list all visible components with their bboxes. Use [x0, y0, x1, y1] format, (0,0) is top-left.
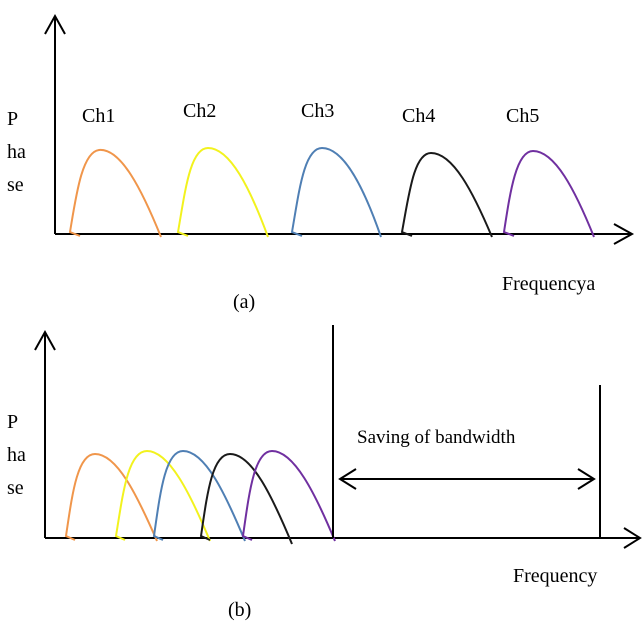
panel-b-caption: (b): [228, 599, 251, 621]
panel-a-channel-label-5: Ch5: [506, 105, 539, 127]
panel-b-channel-curve-5: [241, 449, 336, 542]
panel-b-y-label-line-3: se: [7, 477, 24, 499]
bandwidth-saving-arrowhead-left: [338, 468, 357, 490]
panel-a-y-label-line-1: P: [7, 108, 18, 130]
panel-a-channel-curve-4: [400, 151, 493, 238]
panel-a-channel-curve-5: [502, 149, 595, 238]
panel-a-y-axis-arrowhead: [44, 13, 66, 35]
panel-b-channel-curve-1: [64, 452, 158, 542]
panel-b-channel-curve-2: [114, 449, 211, 542]
panel-b-channel-curve-3: [152, 449, 246, 542]
panel-a-channel-label-3: Ch3: [301, 100, 334, 122]
panel-a-y-label-line-3: se: [7, 174, 24, 196]
panel-a-channel-label-1: Ch1: [82, 105, 115, 127]
panel-a-channel-curve-1: [68, 148, 162, 238]
panel-b-y-label-line-2: ha: [7, 444, 26, 466]
panel-b-x-label: Frequency: [513, 565, 597, 587]
panel-b-channel-curve-4: [199, 452, 293, 545]
panel-a-channel-curve-3: [290, 146, 382, 238]
bandwidth-saving-arrowhead-right: [577, 468, 596, 490]
panel-a-channel-label-2: Ch2: [183, 100, 216, 122]
panel-a-x-axis-arrowhead: [613, 223, 635, 245]
panel-a: P ha se Ch1 Ch2 Ch3 Ch4 Ch5 Frequencya (…: [7, 13, 635, 313]
panel-b-y-axis-arrowhead: [34, 329, 56, 351]
panel-a-channel-label-4: Ch4: [402, 105, 435, 127]
panel-a-caption: (a): [233, 291, 255, 313]
panel-b-y-label-line-1: P: [7, 411, 18, 433]
panel-b-x-axis-arrowhead: [623, 527, 642, 549]
panel-b: P ha se Saving of bandwidth Frequency (b…: [7, 325, 642, 621]
bandwidth-saving-label: Saving of bandwidth: [357, 427, 516, 448]
panel-a-channel-curve-2: [176, 146, 269, 238]
panel-a-x-label: Frequencya: [502, 273, 595, 295]
panel-a-y-label-line-2: ha: [7, 141, 26, 163]
